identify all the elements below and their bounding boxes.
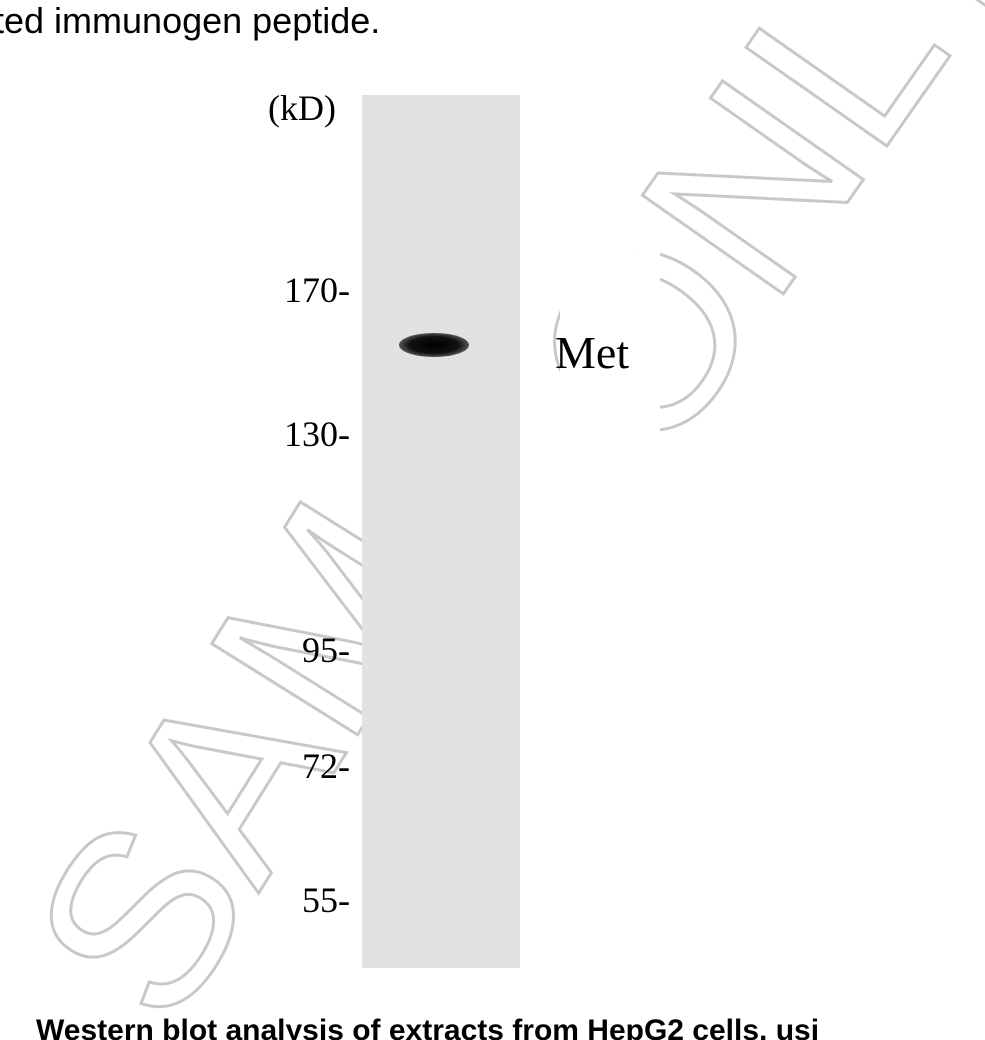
band-label: Met	[555, 327, 629, 378]
figure: SAM ONLY ted immunogen peptide. (kD) 170…	[0, 0, 985, 1040]
page: SAM ONLY ted immunogen peptide. (kD) 170…	[0, 0, 985, 1040]
watermark: ONLY	[475, 0, 985, 500]
caption: Western blot analysis of extracts from H…	[36, 1014, 819, 1040]
marker-label: 130-	[284, 414, 350, 454]
unit-label: (kD)	[268, 88, 336, 128]
marker-label: 72-	[302, 746, 350, 786]
header-text: ted immunogen peptide.	[0, 0, 380, 41]
blot-lane	[362, 95, 520, 968]
marker-label: 55-	[302, 880, 350, 920]
blot-band	[399, 333, 469, 357]
marker-label: 95-	[302, 630, 350, 670]
marker-label: 170-	[284, 270, 350, 310]
